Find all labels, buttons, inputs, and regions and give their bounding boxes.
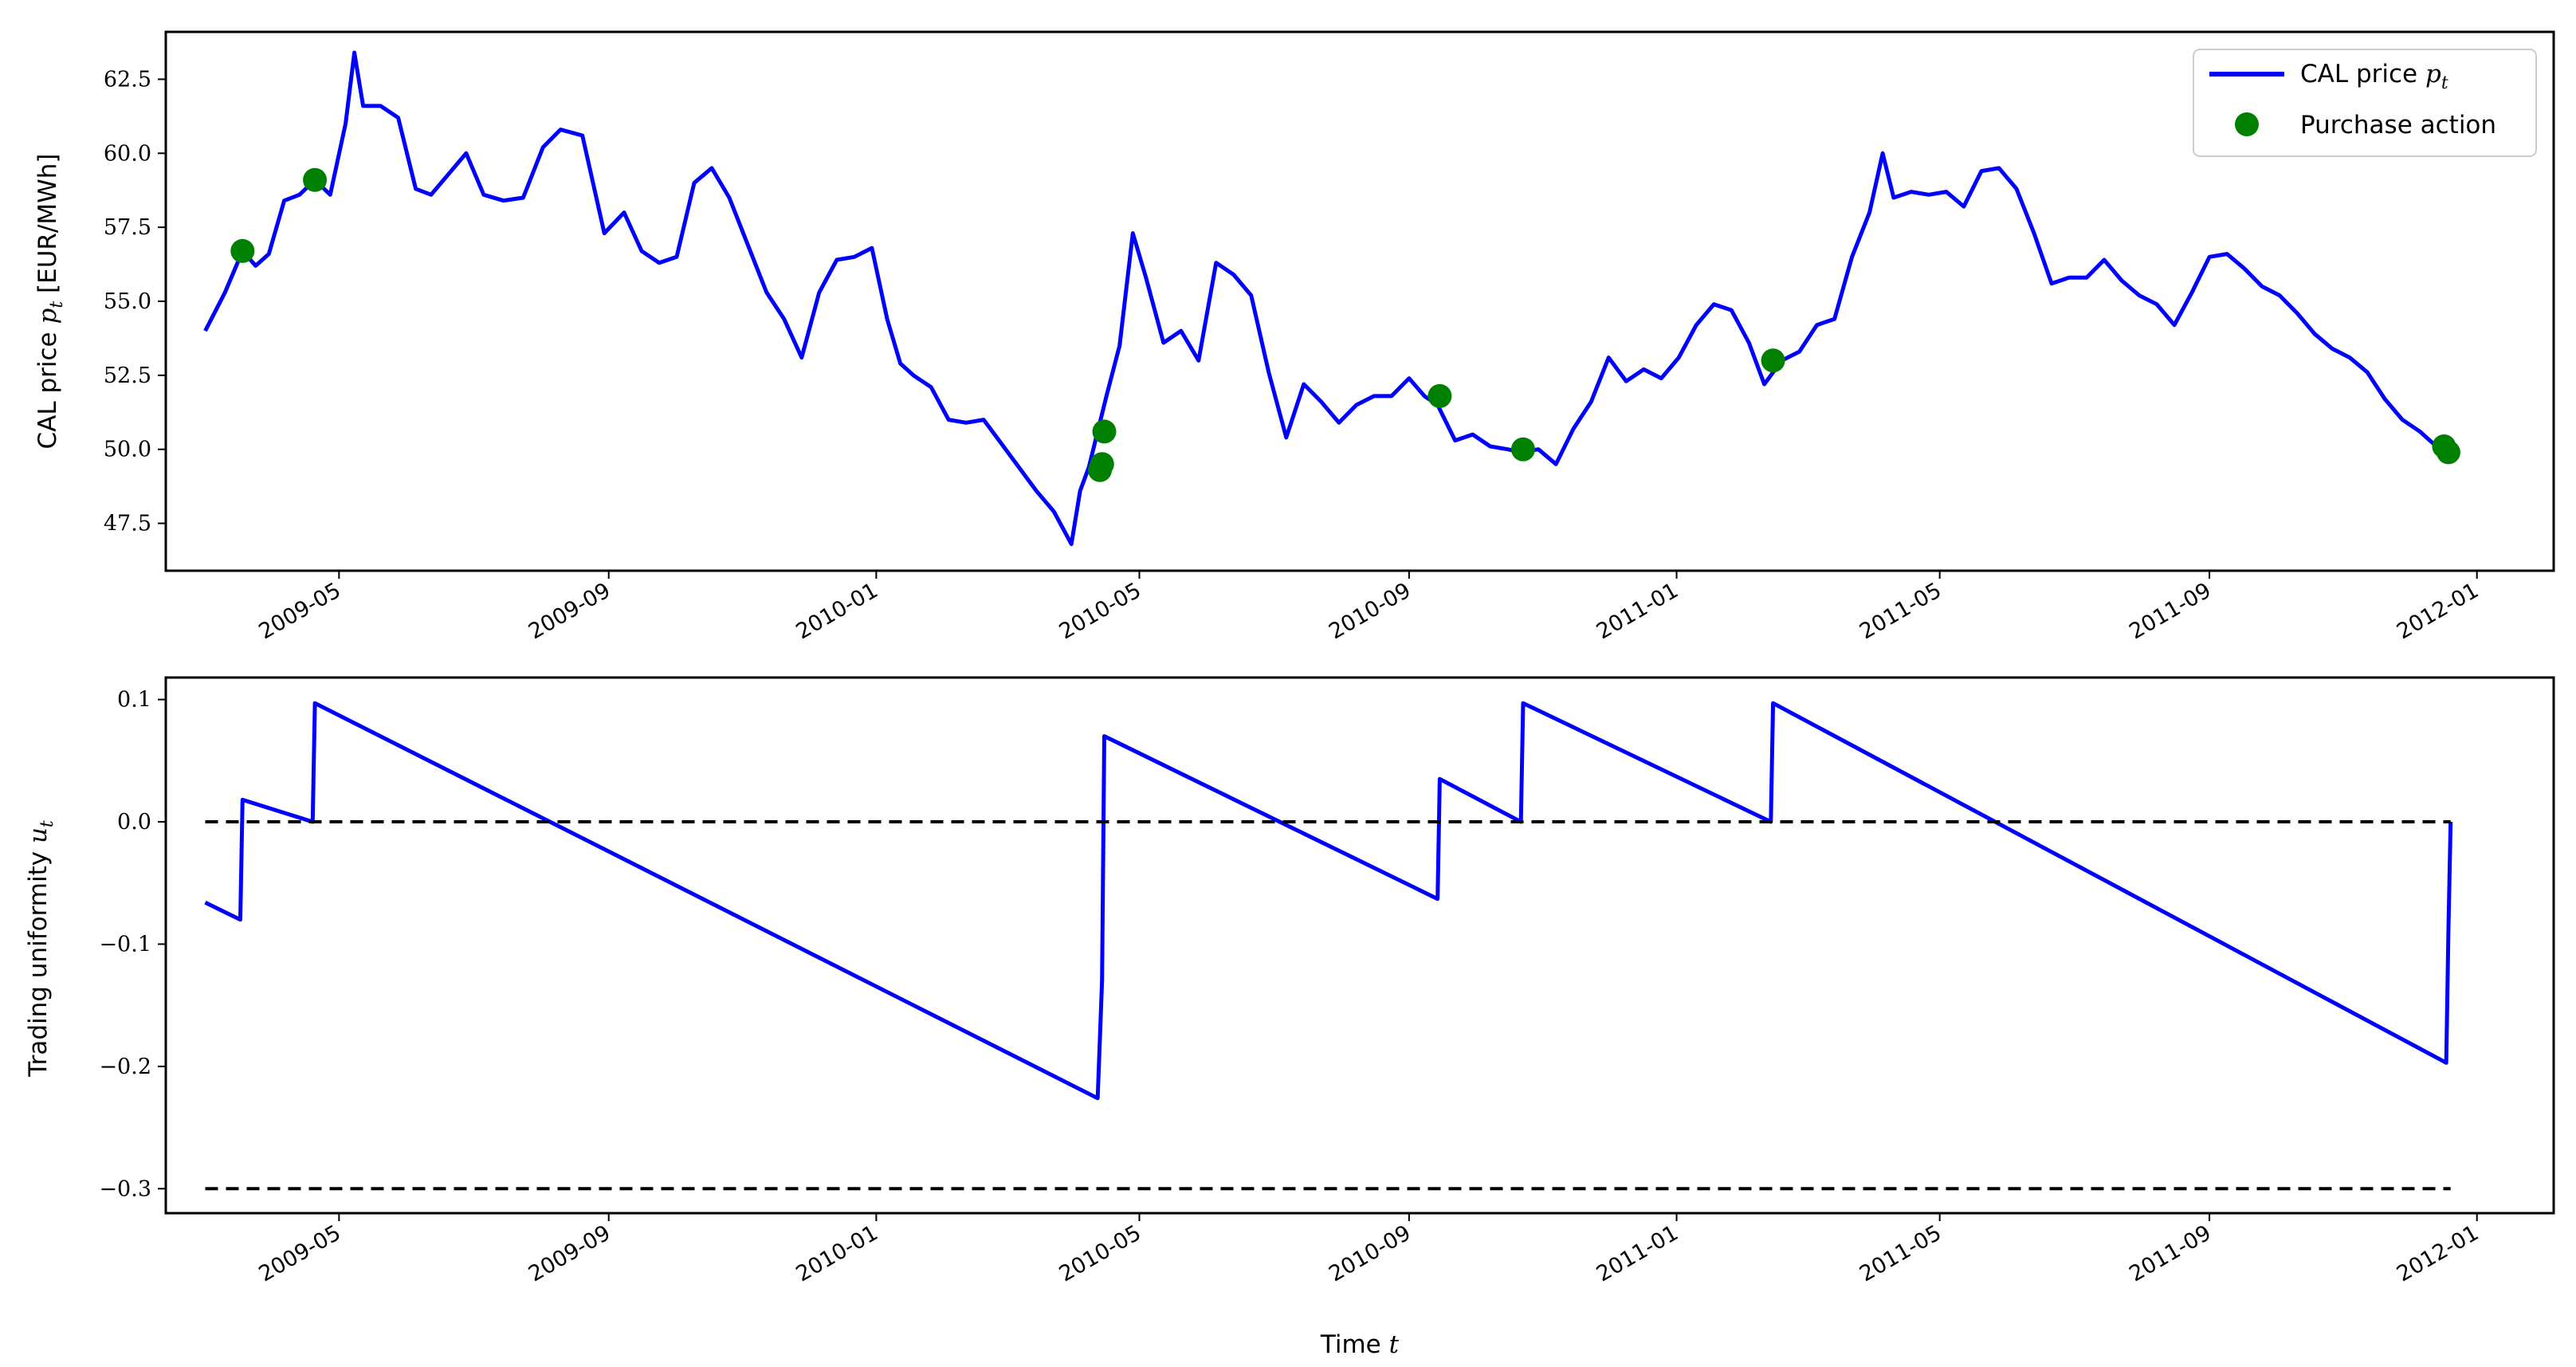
legend-marker-swatch	[2235, 112, 2259, 136]
purchase-marker	[1090, 452, 1114, 477]
y-tick-label: 60.0	[104, 141, 151, 166]
x-tick-label: 2011-05	[1855, 1220, 1946, 1286]
x-tick-label: 2010-01	[792, 578, 882, 644]
series-line-0	[203, 50, 2452, 547]
x-tick-label: 2012-01	[2393, 1220, 2483, 1286]
purchase-marker	[1092, 419, 1117, 444]
purchase-marker	[2436, 440, 2460, 465]
purchase-marker	[230, 238, 255, 263]
purchase-marker	[1510, 437, 1535, 462]
x-tick-label: 2010-09	[1325, 578, 1415, 644]
purchase-marker	[1761, 348, 1785, 373]
y-tick-label: 55.0	[104, 289, 151, 314]
y-tick-label: 52.5	[104, 363, 151, 388]
x-tick-label: 2012-01	[2393, 578, 2483, 644]
legend-entry-price: CAL price pt	[2300, 60, 2448, 93]
y-tick-label: 57.5	[104, 215, 151, 240]
price-chart-panel: 47.5 50.0 52.5 55.0 57.5 60.0 62.5 2009-05 2009-…	[33, 30, 2555, 644]
uniformity-y-axis-label: Trading uniformity ut	[24, 820, 57, 1078]
x-tick-label: 2009-09	[524, 578, 615, 644]
purchase-markers-layer	[230, 167, 2460, 482]
x-tick-label: 2009-05	[255, 1220, 345, 1286]
purchase-marker	[1427, 383, 1452, 408]
legend-entry-purchase: Purchase action	[2300, 111, 2496, 139]
x-tick-label: 2010-05	[1055, 578, 1145, 644]
x-tick-label: 2011-05	[1855, 578, 1946, 644]
y-tick-label: −0.1	[99, 932, 151, 957]
x-tick-label: 2011-01	[1592, 578, 1683, 644]
uniformity-plot-frame	[164, 676, 2555, 1215]
y-tick-label: 0.1	[117, 688, 151, 713]
price-plot-frame	[164, 30, 2555, 572]
x-tick-label: 2010-01	[792, 1220, 882, 1286]
y-tick-label: −0.3	[99, 1176, 151, 1201]
x-tick-label: 2011-09	[2125, 1220, 2215, 1286]
y-tick-label: 47.5	[104, 512, 151, 536]
y-tick-label: 62.5	[104, 67, 151, 92]
x-tick-label: 2009-09	[524, 1220, 615, 1286]
price-y-axis-label: CAL price pt [EUR/MWh]	[33, 153, 67, 449]
price-series-layer	[203, 50, 2452, 547]
x-tick-label: 2010-05	[1055, 1220, 1145, 1286]
uniformity-series-layer	[204, 701, 2453, 1191]
y-tick-label: 50.0	[104, 438, 151, 462]
x-tick-label: 2011-01	[1592, 1220, 1683, 1286]
x-tick-label: 2010-09	[1325, 1220, 1415, 1286]
x-tick-label: 2009-05	[255, 578, 345, 644]
legend: CAL price pt Purchase action	[2193, 49, 2537, 157]
y-tick-label: −0.2	[99, 1055, 151, 1079]
x-axis-label: Time t	[1320, 1330, 1400, 1359]
purchase-marker	[303, 167, 328, 192]
uniformity-chart-panel: −0.3 −0.2 −0.1 0.0 0.1 2009-05 2009-09 2010-01 2…	[24, 676, 2555, 1359]
x-tick-label: 2011-09	[2125, 578, 2215, 644]
y-tick-label: 0.0	[117, 810, 151, 835]
